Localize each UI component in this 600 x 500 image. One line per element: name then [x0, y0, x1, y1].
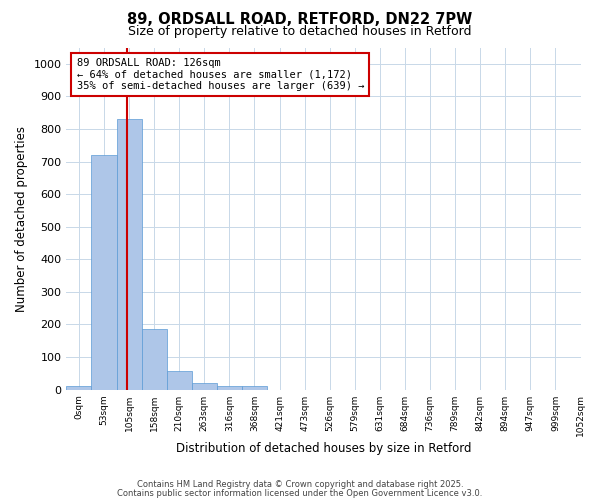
Y-axis label: Number of detached properties: Number of detached properties	[15, 126, 28, 312]
Text: Contains public sector information licensed under the Open Government Licence v3: Contains public sector information licen…	[118, 488, 482, 498]
Text: 89, ORDSALL ROAD, RETFORD, DN22 7PW: 89, ORDSALL ROAD, RETFORD, DN22 7PW	[127, 12, 473, 28]
Bar	[242, 386, 267, 390]
Bar	[142, 330, 167, 390]
Bar	[67, 386, 91, 390]
Bar	[167, 371, 192, 390]
Text: 89 ORDSALL ROAD: 126sqm
← 64% of detached houses are smaller (1,172)
35% of semi: 89 ORDSALL ROAD: 126sqm ← 64% of detache…	[77, 58, 364, 91]
Bar	[217, 386, 242, 390]
X-axis label: Distribution of detached houses by size in Retford: Distribution of detached houses by size …	[176, 442, 471, 455]
Bar	[91, 155, 116, 390]
Bar	[116, 119, 142, 390]
Text: Size of property relative to detached houses in Retford: Size of property relative to detached ho…	[128, 25, 472, 38]
Bar	[192, 383, 217, 390]
Text: Contains HM Land Registry data © Crown copyright and database right 2025.: Contains HM Land Registry data © Crown c…	[137, 480, 463, 489]
